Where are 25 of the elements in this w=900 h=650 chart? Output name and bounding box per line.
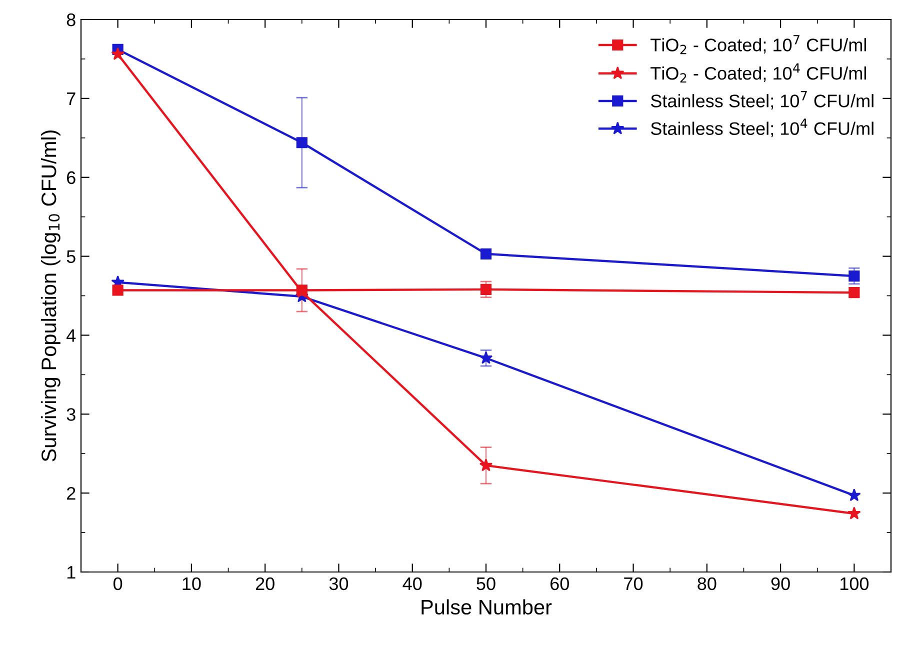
y-tick-label: 6: [67, 171, 76, 184]
y-tick-label: 2: [67, 487, 76, 500]
y-tick-label: 4: [66, 329, 76, 342]
y-tick-label: 3: [66, 408, 76, 421]
y-tick-label: 8: [66, 13, 76, 26]
x-tick-label: 50: [476, 577, 496, 590]
x-tick-label: 70: [624, 577, 643, 590]
legend-label: Stainless Steel; 10$^{7}$ CFU/ml: [650, 91, 874, 110]
y-axis-title: Surviving Population (log$_{10}$ CFU/ml): [40, 130, 60, 462]
x-tick-label: 40: [402, 577, 422, 590]
legend-label: TiO$_{2}$ - Coated; 10$^{4}$ CFU/ml: [650, 63, 866, 83]
x-tick-label: 80: [698, 577, 716, 590]
x-tick-label: 0: [114, 577, 122, 590]
y-tick-label: 1: [67, 566, 76, 579]
legend-label: Stainless Steel; 10$^{4}$ CFU/ml: [650, 118, 874, 138]
legend-label: TiO$_{2}$ - Coated; 10$^{7}$ CFU/ml: [650, 35, 866, 54]
x-tick-label: 60: [550, 577, 569, 590]
x-tick-label: 20: [256, 577, 274, 590]
x-tick-label: 90: [771, 577, 790, 590]
x-tick-label: 100: [840, 577, 869, 590]
y-tick-label: 5: [66, 250, 76, 264]
x-tick-label: 10: [182, 577, 201, 590]
y-tick-label: 7: [67, 92, 76, 105]
x-tick-label: 30: [329, 577, 348, 590]
x-axis-title: Pulse Number: [422, 599, 552, 615]
